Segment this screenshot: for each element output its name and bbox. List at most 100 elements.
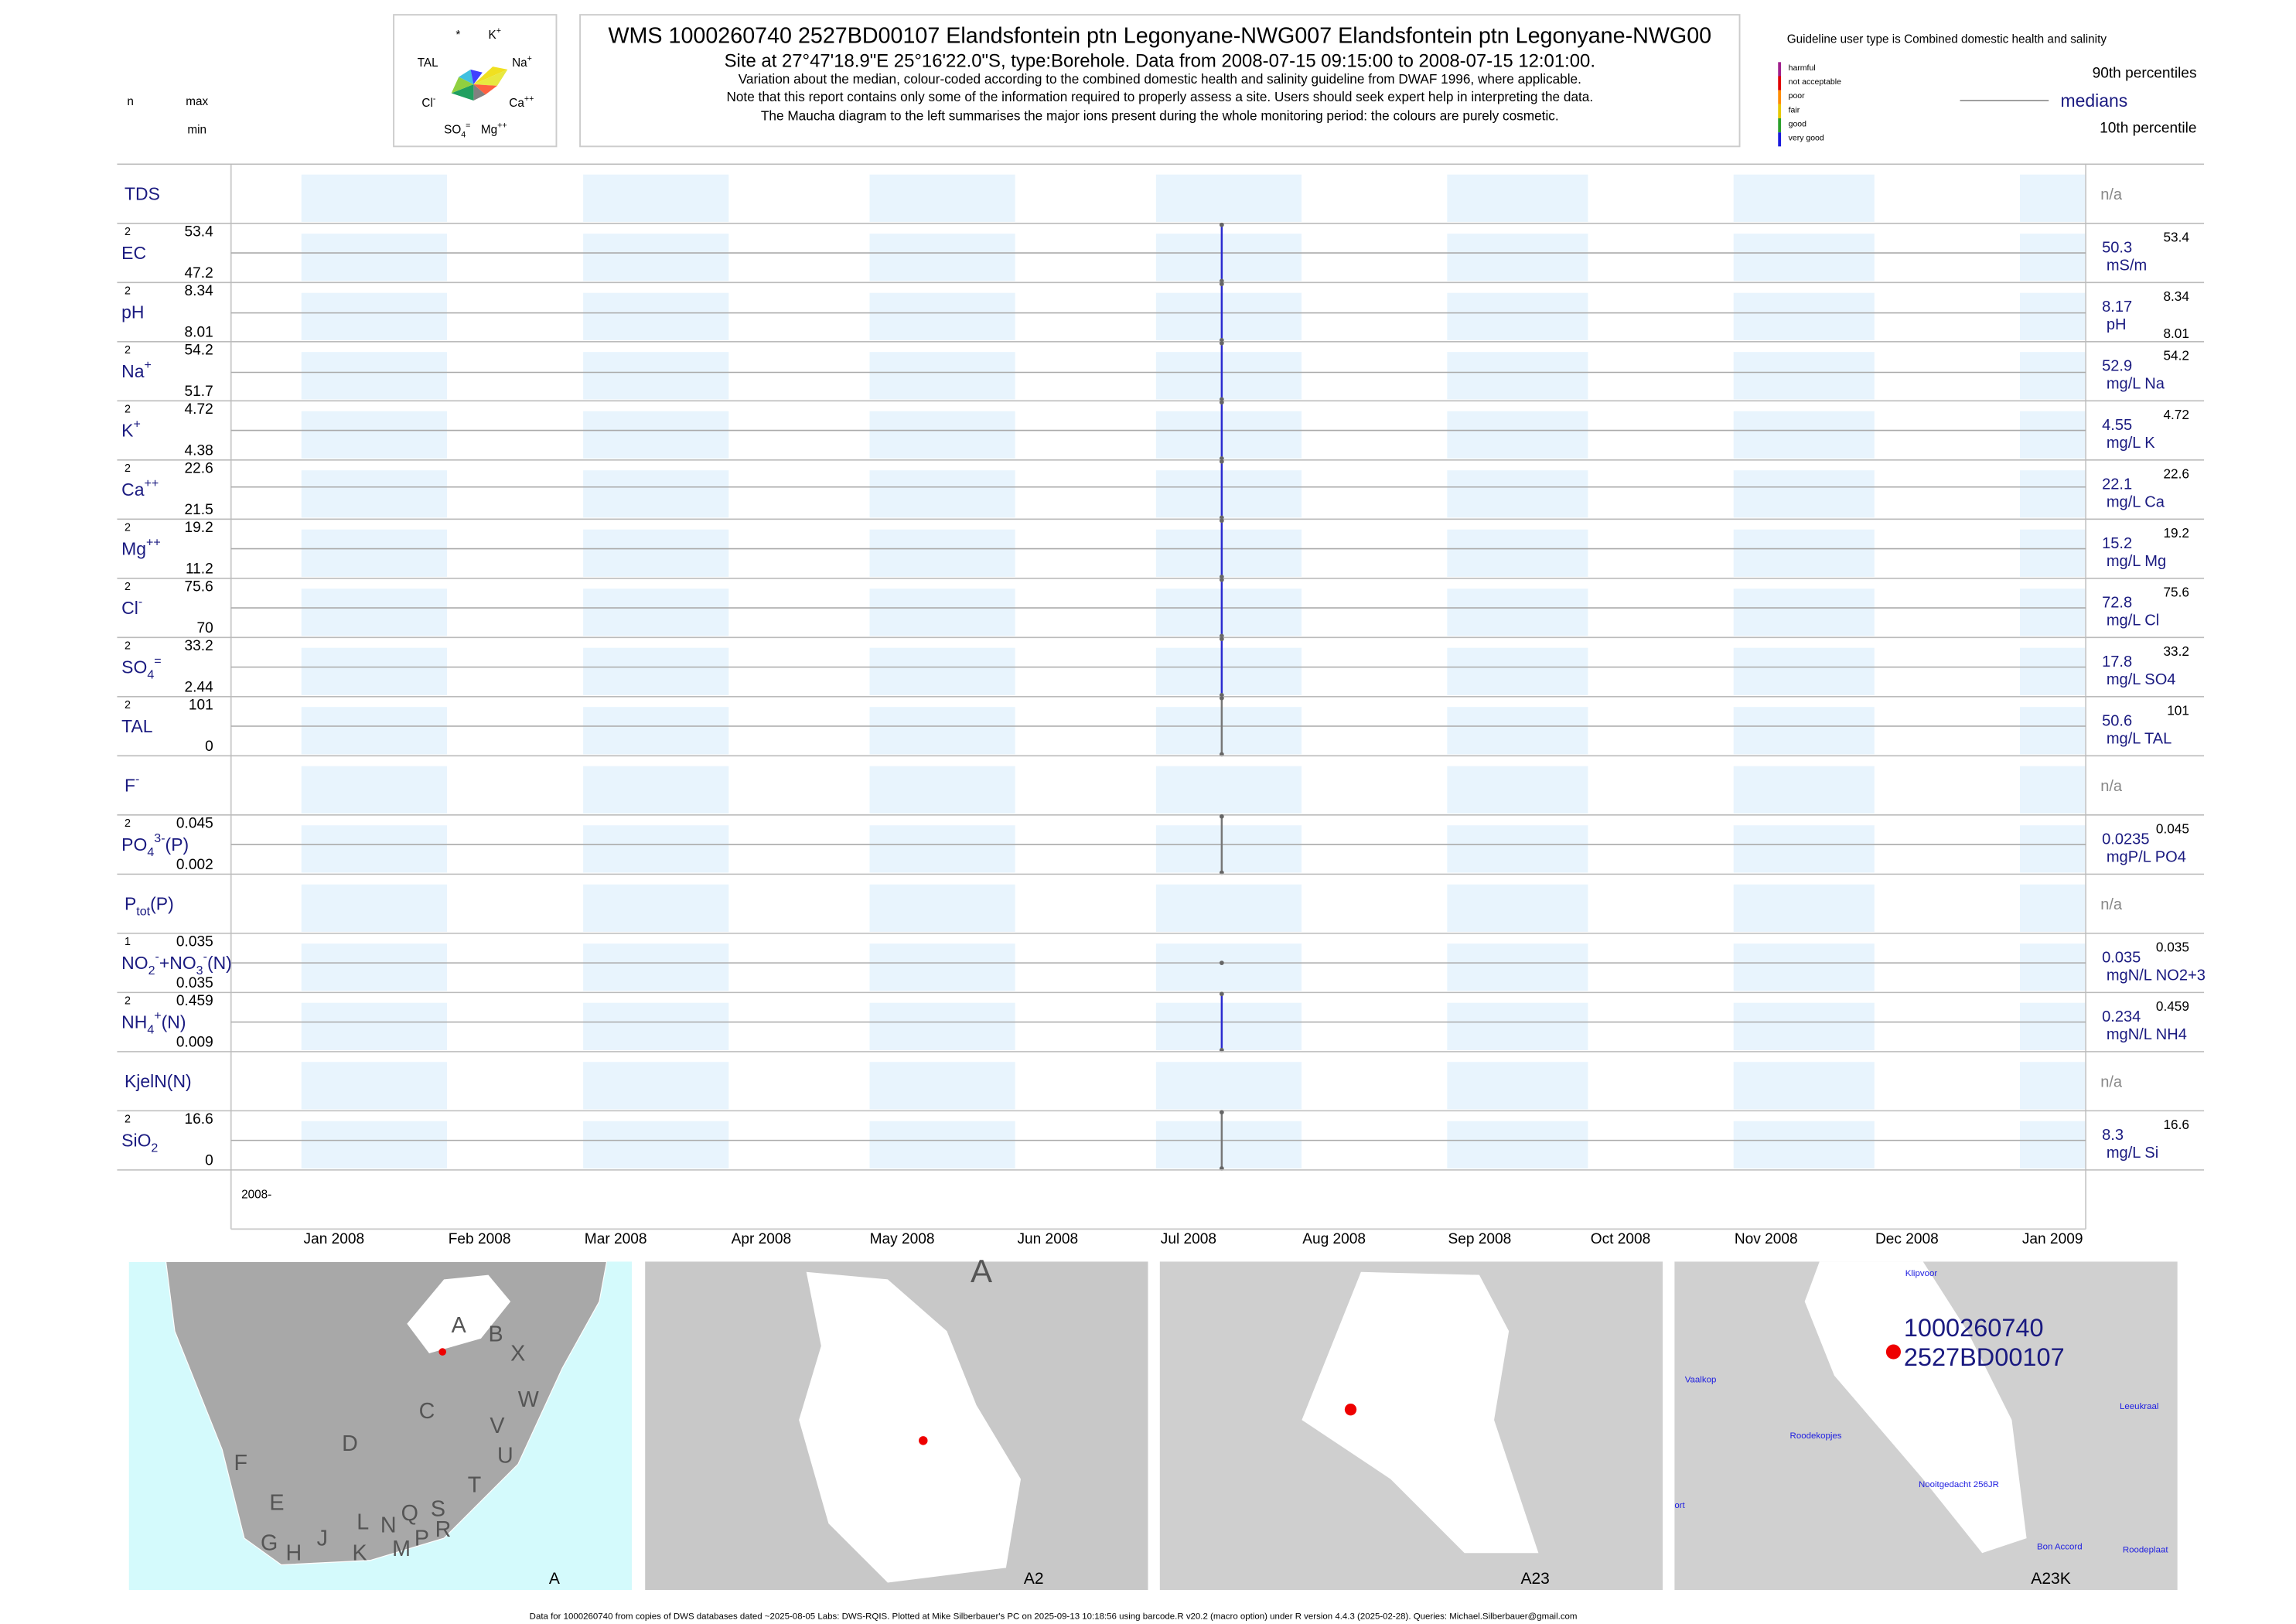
- maucha-label: TAL: [418, 56, 438, 70]
- site-marker: [1344, 1404, 1357, 1416]
- min-header: min: [187, 123, 206, 136]
- month-band: [1447, 943, 1588, 991]
- month-band: [1155, 707, 1302, 755]
- subtitle: Site at 27°47'18.9"E 25°16'22.0"S, type:…: [725, 51, 1595, 72]
- label-part: SO: [444, 123, 461, 136]
- row-label: SO4=: [121, 654, 161, 682]
- maucha-label: Ca++: [509, 94, 534, 110]
- na-label: n/a: [2100, 896, 2123, 913]
- row-label: Mg++: [121, 536, 161, 559]
- p10-legend: 10th percentile: [2100, 120, 2196, 136]
- month-band: [583, 174, 729, 222]
- label-part: SiO: [121, 1131, 151, 1151]
- map-caption: A23: [1520, 1570, 1549, 1588]
- month-band: [301, 825, 448, 873]
- row-max-right: 8.34: [2163, 288, 2189, 304]
- p90-legend: 90th percentiles: [2093, 66, 2197, 82]
- map-label: T: [468, 1473, 482, 1498]
- row-median: 0.0235: [2102, 831, 2149, 848]
- map-label: J: [317, 1527, 328, 1551]
- na-label: n/a: [2100, 186, 2123, 203]
- month-band: [301, 529, 448, 577]
- label-sub: 3: [196, 964, 203, 977]
- row-min: 70: [196, 620, 213, 636]
- row-max: 101: [189, 697, 213, 713]
- x-tick-label: Oct 2008: [1591, 1231, 1651, 1247]
- map-label: ort: [1674, 1501, 1685, 1510]
- label-part: F: [125, 776, 135, 796]
- map-label: B: [488, 1322, 503, 1347]
- month-band: [1447, 589, 1588, 636]
- month-band: [583, 1121, 729, 1169]
- month-band: [1733, 234, 1875, 281]
- month-band: [2020, 884, 2086, 932]
- map-caption: A23K: [2031, 1570, 2070, 1588]
- map-land: [128, 1261, 608, 1566]
- month-band: [1155, 589, 1302, 636]
- row-label: Ptot(P): [125, 894, 174, 919]
- month-band: [1447, 352, 1588, 400]
- label-sup: 3-: [154, 831, 165, 845]
- label-part: PO: [121, 834, 147, 855]
- label-sup: +: [496, 26, 501, 36]
- label-sup: +: [527, 54, 532, 63]
- map-label: W: [518, 1387, 539, 1412]
- month-band: [1447, 174, 1588, 222]
- row-n: 2: [125, 404, 131, 416]
- month-band: [1155, 884, 1302, 932]
- row-median: 17.8: [2102, 653, 2132, 670]
- row-label: EC: [121, 243, 146, 263]
- label-part: NH: [121, 1012, 147, 1032]
- maucha-label: Mg++: [481, 121, 507, 136]
- map-label: Roodeplaat: [2123, 1545, 2168, 1554]
- row-label: Ca++: [121, 476, 159, 500]
- month-band: [1447, 884, 1588, 932]
- month-band: [2020, 589, 2086, 636]
- month-band: [1733, 647, 1875, 695]
- label-part: (P): [150, 894, 174, 914]
- row-median: 15.2: [2102, 535, 2132, 552]
- max-point: [1219, 636, 1224, 642]
- map-label: N: [380, 1513, 397, 1537]
- label-part: P: [125, 894, 136, 914]
- month-band: [869, 707, 1015, 755]
- month-band: [301, 1002, 448, 1050]
- map-label: S: [431, 1496, 445, 1521]
- month-band: [869, 589, 1015, 636]
- month-band: [2020, 766, 2086, 814]
- month-band: [1447, 529, 1588, 577]
- month-band: [301, 352, 448, 400]
- label-part: (P): [165, 834, 189, 855]
- map-label: 2527BD00107: [1904, 1343, 2065, 1371]
- label-part: K: [488, 29, 496, 42]
- maucha-label: SO4=: [444, 121, 470, 139]
- month-band: [869, 529, 1015, 577]
- map-catchment: [1804, 1261, 2027, 1554]
- month-band: [1155, 825, 1302, 873]
- x-tick-label: Feb 2008: [449, 1231, 511, 1247]
- month-band: [1733, 884, 1875, 932]
- row-max-right: 0.045: [2156, 821, 2189, 836]
- month-band: [1447, 766, 1588, 814]
- row-max-right: 0.459: [2156, 998, 2189, 1014]
- month-band: [869, 825, 1015, 873]
- month-band: [1733, 174, 1875, 222]
- row-max: 4.72: [185, 401, 213, 418]
- month-band: [2020, 943, 2086, 991]
- month-band: [583, 234, 729, 281]
- row-unit: mg/L Si: [2107, 1145, 2158, 1162]
- row-min: 21.5: [185, 502, 213, 518]
- map-catchment: [1302, 1271, 1539, 1554]
- map-label: U: [497, 1443, 513, 1468]
- class-label: harmful: [1789, 63, 1816, 73]
- row-label: SiO2: [121, 1131, 158, 1155]
- row-max-right: 22.6: [2163, 466, 2189, 481]
- row-max: 0.035: [176, 933, 213, 950]
- footer: Data for 1000260740 from copies of DWS d…: [530, 1612, 1578, 1621]
- label-sup: +: [154, 1009, 161, 1023]
- class-swatch: [1778, 62, 1782, 77]
- note: Variation about the median, colour-coded…: [739, 71, 1581, 87]
- row-unit: mg/L TAL: [2107, 731, 2171, 748]
- label-sup: =: [154, 654, 161, 668]
